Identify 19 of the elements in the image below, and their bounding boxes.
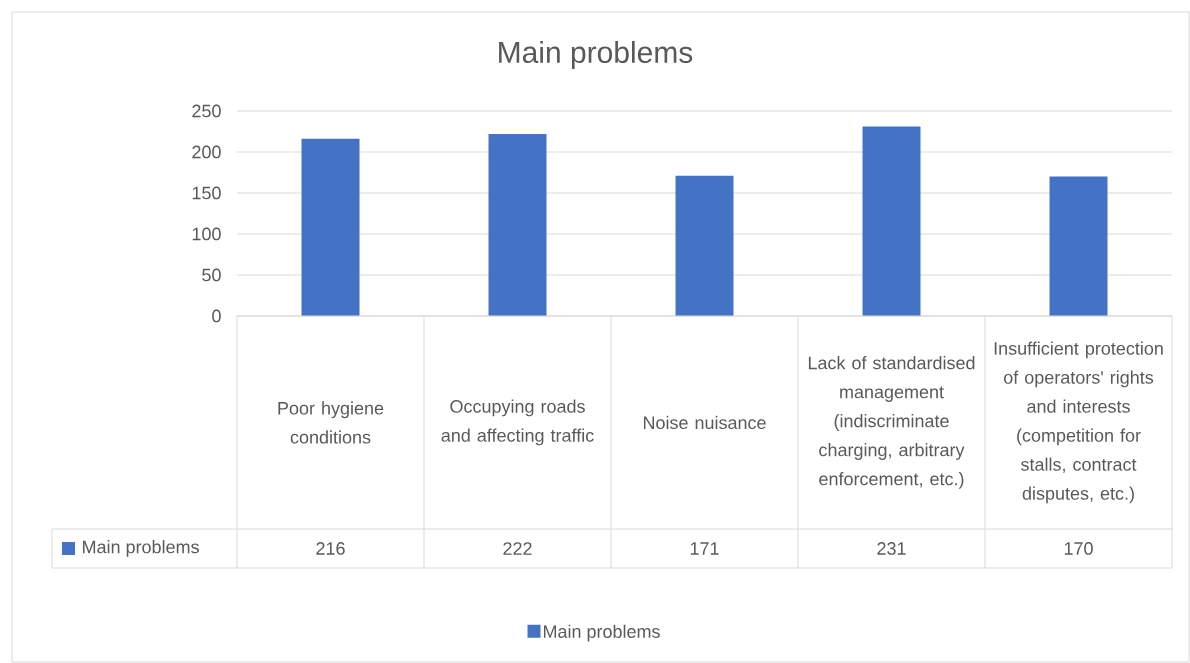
x-tick-label: Insufficient protection of operators' rights and interests (competition for stalls, contract disputes, etc.): [994, 341, 1163, 504]
y-tick-label: 200: [192, 145, 221, 159]
data-label: 222: [503, 542, 532, 555]
data-label: 216: [316, 542, 345, 555]
data-label: 231: [877, 542, 906, 555]
y-tick-label: 50: [202, 268, 221, 282]
x-tick-label: Noise nuisance: [643, 415, 766, 430]
data-label: 170: [1064, 542, 1093, 555]
chart-title: Main problems: [499, 41, 693, 69]
y-tick-label: 0: [212, 309, 221, 323]
y-tick-label: 100: [192, 227, 221, 241]
x-tick-label: Lack of standardised management (indiscriminate charging, arbitrary enforcement, etc.): [808, 356, 975, 489]
y-tick-label: 250: [192, 104, 221, 118]
legend-label: Main problems: [83, 540, 199, 557]
data-label: 171: [690, 542, 719, 555]
x-tick-label: Poor hygiene conditions: [278, 401, 384, 444]
text: Main problems: [543, 624, 660, 642]
y-tick-label: 150: [192, 186, 221, 200]
x-tick-label: Occupying roads and affecting traffic: [441, 399, 594, 446]
